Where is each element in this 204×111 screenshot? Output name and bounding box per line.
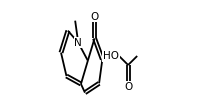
Text: HO: HO	[103, 51, 119, 61]
Text: O: O	[124, 82, 132, 92]
Text: N: N	[74, 38, 82, 48]
Text: O: O	[90, 12, 99, 22]
